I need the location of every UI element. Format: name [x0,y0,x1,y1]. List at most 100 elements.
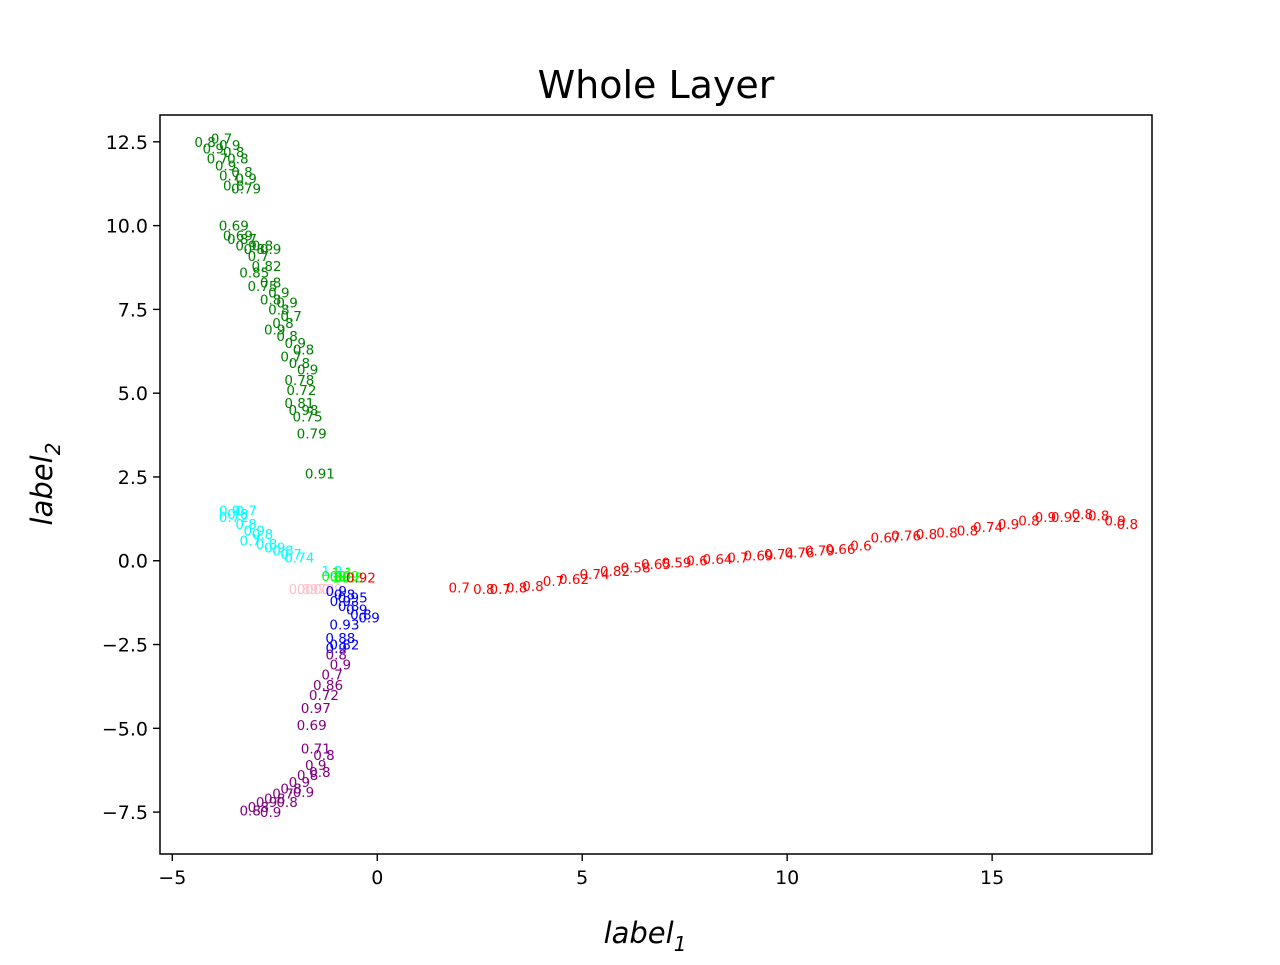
data-point-label: 0.91 [305,467,335,483]
data-point-label: 0.9 [321,582,342,598]
data-point-label: 0.8 [256,537,277,553]
data-point-label: 0.81 [284,396,314,412]
data-point-label: 0.8 [276,329,297,345]
data-point-label: 0.7 [543,574,564,590]
data-point-label: 0.8 [268,302,289,318]
chart-title: Whole Layer [538,63,775,107]
data-point-label: 0.76 [784,545,814,561]
data-point-label: 0.9 [293,785,314,801]
data-point-label: 0.72 [309,688,339,704]
y-tick-label: −5.0 [102,718,148,740]
data-point-label: 0.7 [239,534,260,550]
data-point-label: 0.8 [338,599,359,615]
data-point-label: 0.75 [293,410,323,426]
data-point-label: 0.8 [289,582,310,598]
data-point-label: 0.9 [264,322,285,338]
data-point-label: 0.65 [641,557,671,573]
data-point-label: 0.92 [346,571,376,587]
x-tick-label: −5 [158,867,186,889]
data-point-label: 0.69 [297,718,327,734]
data-point-label: 0.9 [1035,510,1056,526]
y-axis-ticks: −7.5 −5.0 −2.5 0.0 2.5 5.0 7.5 10.0 12.5 [102,132,160,824]
data-point-label: 0.9 [998,517,1019,533]
data-point-label: 0.8 [326,648,347,664]
data-point-label: 0.9 [1104,514,1125,530]
data-point-label: 0.8 [1117,517,1138,533]
data-point-label: 0.78 [284,373,314,389]
data-point-label: 0.7 [489,582,510,598]
data-point-label: 0.9 [244,524,265,540]
data-point-label: 0.8 [227,152,248,168]
data-point-label: 0.9 [235,239,256,255]
y-tick-label: −7.5 [102,802,148,824]
series-group: 0.80.90.70.80.9 [289,582,343,598]
data-point-label: 0.82 [600,564,630,580]
data-point-label: 0.9 [219,138,240,154]
data-point-label: 0.86 [313,678,343,694]
data-point-label: 0.7 [727,550,748,566]
data-point-label: 0.9 [297,363,318,379]
y-tick-label: 12.5 [106,132,148,154]
data-point-label: 0.9 [289,775,310,791]
data-point-label: 0.69 [219,219,249,235]
data-point-label: 0.8 [1018,514,1039,530]
data-point-label: 0.95 [338,591,368,607]
data-point-label: 0.8 [342,571,363,587]
data-point-label: 0.7 [280,309,301,325]
data-point-label: 0.9 [346,602,367,618]
x-tick-label: 5 [576,867,588,889]
data-point-label: 0.8 [260,292,281,308]
data-point-label: 0.7 [235,503,256,519]
data-point-label: 0.72 [219,510,249,526]
data-point-label: 0.74 [284,550,314,566]
data-point-label: 0.67 [871,530,901,546]
data-point-label: 0.74 [764,547,794,563]
data-point-label: 0.92 [1051,510,1081,526]
data-point-label: 0.8 [260,276,281,292]
data-point-label: 0.8 [297,768,318,784]
data-point-label: 0.7 [305,582,326,598]
data-point-label: 0.71 [301,741,331,757]
data-point-label: 0.9 [326,584,347,600]
data-point-label: 0.9 [276,296,297,312]
x-axis-label-sub: 1 [674,932,687,956]
data-point-label: 0.8 [235,517,256,533]
data-point-label: 0.8 [916,527,937,543]
data-point-label: 0.8 [264,792,285,808]
data-point-label: 0.8 [231,165,252,181]
data-point-label: 1 [332,571,341,587]
data-point-label: 0.8 [194,135,215,151]
data-point-label: 0.97 [301,701,331,717]
data-point-label: 0.9 [260,242,281,258]
data-point-label: 0.8 [272,316,293,332]
data-point-label: 0.82 [252,259,282,275]
data-point-label: 0.9 [215,158,236,174]
data-point-label: 0.79 [231,182,261,198]
data-point-label: 0.9 [338,569,359,585]
series-group: 0.80.90.70.860.720.970.690.710.80.90.80.… [239,648,351,822]
data-point-label: 0.8 [1088,509,1109,525]
y-tick-label: 5.0 [118,383,148,405]
data-point-label: 0.58 [620,560,650,576]
data-point-label: 0.9 [256,795,277,811]
data-point-label: 0.62 [559,572,589,588]
data-point-label: 0.9 [219,503,240,519]
data-point-label: 0.9 [321,569,342,585]
data-point-label: 0.8 [248,800,269,816]
data-point-label: 0.8 [957,524,978,540]
data-point-label: 0.8 [334,587,355,603]
data-point-label: 0.8 [272,544,293,560]
x-tick-label: 10 [775,867,799,889]
series-group: 0.90.80.70.720.80.90.80.70.80.90.80.70.7… [219,503,343,579]
y-axis-label-sub: 2 [41,443,65,456]
data-point-label: 0.8 [239,803,260,819]
series-group: 0.80.90.70.90.80.7 0.80.90.80.70.90.80.79… [194,131,335,482]
data-point-label: 0.9 [285,336,306,352]
data-point-label: 0.8 [280,782,301,798]
data-point-label: 0.9 [330,594,351,610]
data-point-label: 0.9 [235,172,256,188]
y-tick-label: −2.5 [102,635,148,657]
y-tick-label: 7.5 [118,299,148,321]
data-point-label: 0.59 [661,555,691,571]
